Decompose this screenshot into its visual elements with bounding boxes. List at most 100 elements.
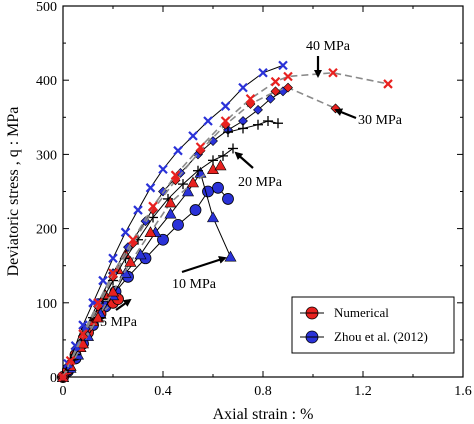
data-point xyxy=(238,82,248,93)
data-point xyxy=(228,143,238,154)
data-point-stroke xyxy=(195,142,206,152)
data-point-stroke xyxy=(173,145,183,156)
data-point xyxy=(189,204,202,216)
legend-label: Numerical xyxy=(334,305,389,320)
data-point xyxy=(265,93,276,104)
data-point xyxy=(214,159,227,171)
data-point-stroke xyxy=(148,201,158,212)
data-point xyxy=(164,207,177,219)
data-point xyxy=(383,79,393,89)
annotation-label: 20 MPa xyxy=(238,175,283,190)
annotation-arrow xyxy=(234,151,254,169)
data-point-stroke xyxy=(188,131,198,141)
legend-label: Zhou et al. (2012) xyxy=(334,329,428,344)
data-point-stroke xyxy=(258,68,268,78)
data-point xyxy=(78,329,88,339)
data-point-stroke xyxy=(238,82,248,93)
data-point xyxy=(98,275,108,286)
data-point xyxy=(203,116,213,126)
data-point xyxy=(188,131,198,141)
data-point-stroke xyxy=(120,227,131,238)
data-point xyxy=(223,127,233,138)
data-point-shape xyxy=(206,211,220,223)
data-point-stroke xyxy=(98,275,108,286)
data-point xyxy=(91,311,105,323)
data-point-stroke xyxy=(108,268,118,278)
data-point xyxy=(145,183,156,193)
y-tick-label: 500 xyxy=(36,0,57,15)
data-point xyxy=(273,118,283,129)
data-point-shape xyxy=(214,159,227,171)
series-40mpa-experimental xyxy=(62,64,284,378)
data-point-shape xyxy=(208,136,218,146)
data-point xyxy=(178,179,188,190)
data-point xyxy=(220,116,231,126)
legend-box xyxy=(291,296,455,354)
data-point xyxy=(224,250,237,262)
data-point xyxy=(270,86,281,97)
data-point xyxy=(258,68,268,78)
data-point-stroke xyxy=(65,355,76,366)
data-point xyxy=(218,150,228,161)
y-axis-title: Deviatoric stress , q : MPa xyxy=(5,107,22,277)
data-point-shape xyxy=(265,93,276,104)
data-point xyxy=(238,123,248,134)
data-point-stroke xyxy=(383,79,393,89)
y-tick-label: 300 xyxy=(36,148,57,163)
data-point-shape xyxy=(106,285,120,297)
data-point-stroke xyxy=(278,60,288,71)
data-point xyxy=(78,320,88,330)
annotation-arrow xyxy=(115,298,132,311)
data-point-shape xyxy=(164,207,177,219)
series-40mpa-experimental-aux xyxy=(227,120,279,133)
data-point xyxy=(208,136,218,146)
data-point xyxy=(120,227,131,238)
data-point xyxy=(193,165,203,176)
y-tick-label: 0 xyxy=(50,371,57,386)
data-point-stroke xyxy=(133,205,143,215)
data-point-shape xyxy=(253,104,263,115)
series-30mpa-experimental xyxy=(62,90,284,378)
data-point xyxy=(222,193,234,205)
data-point-stroke xyxy=(78,329,88,339)
data-point-stroke xyxy=(108,253,118,264)
data-point xyxy=(144,226,157,238)
y-tick-label: 400 xyxy=(36,74,57,89)
data-point xyxy=(195,142,206,152)
data-point xyxy=(283,71,293,82)
data-point xyxy=(245,93,256,104)
data-point-stroke xyxy=(170,170,181,180)
data-point xyxy=(220,101,231,111)
legend: Numerical Zhou et al. (2012) xyxy=(291,296,455,354)
data-point-shape xyxy=(175,168,186,178)
data-point xyxy=(158,164,168,175)
x-tick-label: 1.6 xyxy=(454,384,472,399)
data-point-stroke xyxy=(283,71,293,82)
data-point xyxy=(263,116,273,127)
data-point xyxy=(128,234,138,245)
data-point-shape xyxy=(134,248,147,260)
data-point xyxy=(173,145,183,156)
annotation-arrow xyxy=(334,108,357,120)
data-point xyxy=(58,372,68,382)
data-point-shape xyxy=(270,86,281,97)
data-point-shape xyxy=(164,196,177,208)
data-point xyxy=(206,211,220,223)
data-point-shape xyxy=(144,226,157,238)
data-point-stroke xyxy=(78,320,88,330)
data-point-stroke xyxy=(220,101,231,111)
data-point-stroke xyxy=(128,234,138,245)
data-point xyxy=(93,298,103,308)
data-point-shape xyxy=(186,176,200,188)
data-point xyxy=(181,185,195,197)
data-point xyxy=(65,355,76,366)
data-point-stroke xyxy=(270,76,281,87)
annotation-label: 30 MPa xyxy=(358,113,403,128)
y-tick-label: 200 xyxy=(36,223,57,238)
x-tick-label: 0.8 xyxy=(254,384,272,399)
data-point-stroke xyxy=(145,183,156,193)
data-point xyxy=(175,168,186,178)
data-point-stroke xyxy=(328,68,338,78)
